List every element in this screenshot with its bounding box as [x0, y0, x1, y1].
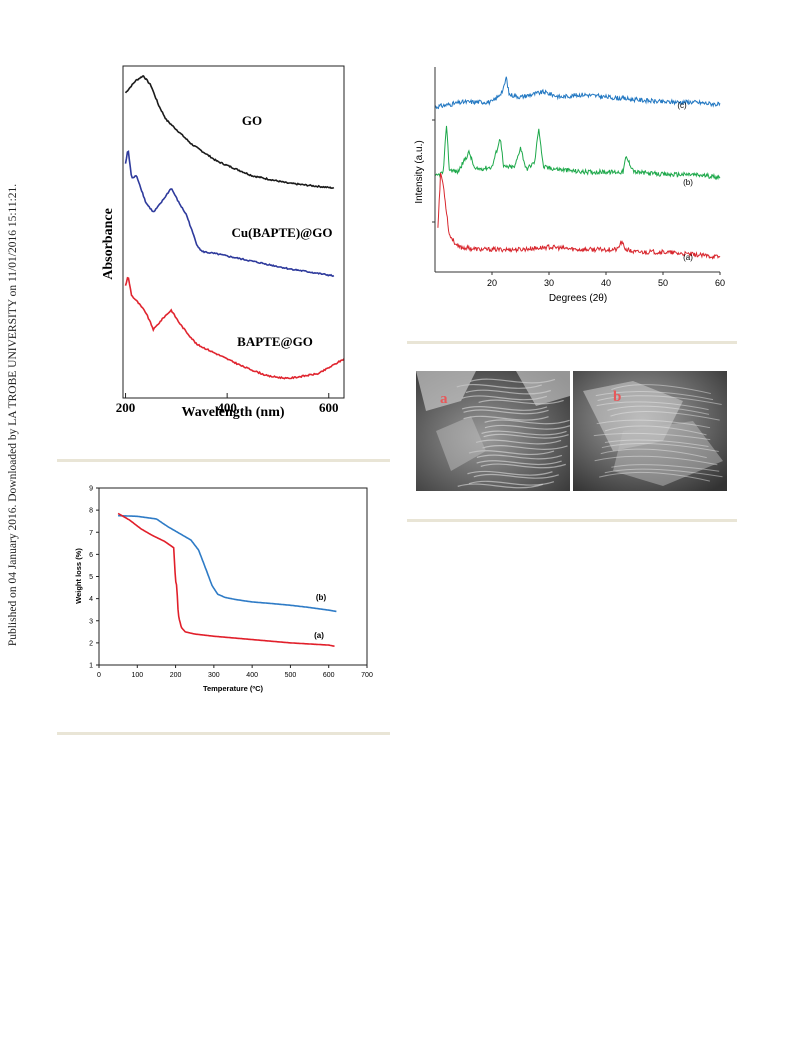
sem-layer-stroke	[484, 419, 570, 425]
sem-texture-b	[573, 371, 727, 491]
xrd-pattern-line-2	[434, 125, 721, 181]
figure-separator-2	[407, 519, 737, 522]
sem-sheet-stroke	[593, 432, 711, 441]
xrd-label-a: (a)	[683, 253, 693, 262]
xrd-x-tick-label: 50	[658, 278, 668, 288]
tga-label-a: (a)	[314, 631, 324, 640]
tga-x-tick-label: 300	[208, 672, 220, 679]
sem-layer-stroke	[482, 445, 568, 450]
sem-sheet-stroke	[607, 405, 710, 415]
sem-layer-stroke	[481, 430, 567, 436]
tga-curve-1	[118, 514, 337, 613]
xrd-x-tick-label: 20	[487, 278, 497, 288]
xrd-y-axis-label: Intensity (a.u.)	[414, 140, 425, 203]
uv-x-tick-label: 200	[116, 400, 135, 415]
sem-sheet-stroke	[611, 384, 711, 395]
tga-y-tick-label: 8	[89, 508, 93, 515]
sem-layer-stroke	[461, 406, 548, 411]
tga-x-tick-label: 100	[131, 672, 143, 679]
uv-legend-bapte-go: BAPTE@GO	[237, 334, 313, 349]
sem-layer-stroke	[476, 454, 563, 460]
sem-sheet-stroke	[610, 411, 720, 421]
tga-y-tick-label: 6	[89, 552, 93, 559]
xrd-x-tick-label: 30	[544, 278, 554, 288]
tga-y-tick-label: 1	[89, 663, 93, 670]
tga-curve-2	[117, 512, 335, 647]
uv-series-line-3	[124, 276, 345, 380]
sem-layer-stroke	[475, 439, 562, 445]
sem-sheet-stroke	[596, 401, 709, 411]
download-notice-text: Published on 04 January 2016. Downloaded…	[7, 183, 19, 647]
sem-layer-stroke	[463, 409, 549, 415]
sem-layer-stroke	[457, 483, 543, 489]
tga-y-tick-label: 3	[89, 618, 93, 625]
sem-sheet-stroke	[604, 468, 723, 478]
xrd-pattern-line-3	[437, 172, 721, 260]
sem-layer-stroke	[467, 470, 553, 476]
figure-separator	[407, 341, 737, 344]
sem-sheet-stroke	[611, 464, 720, 472]
uv-legend-cu-bapte-go: Cu(BAPTE)@GO	[232, 225, 333, 240]
sem-layer-stroke	[476, 460, 562, 465]
sem-image-a: a	[416, 371, 570, 491]
sem-label-a: a	[440, 391, 448, 407]
xrd-label-c: (c)	[677, 101, 687, 110]
uv-series-line-2	[124, 150, 335, 278]
sem-label-b: b	[613, 389, 622, 405]
uv-x-tick-label: 600	[319, 400, 339, 415]
uv-x-tick-label: 400	[217, 400, 237, 415]
sem-layer-stroke	[484, 424, 570, 430]
sem-texture-a	[416, 371, 570, 491]
tga-x-axis-label: Temperature (ºC)	[203, 684, 264, 693]
tga-y-tick-label: 7	[89, 530, 93, 537]
sem-sheet-stroke	[601, 443, 719, 453]
sem-sheet-stroke	[595, 391, 714, 401]
uv-plot-frame	[122, 65, 345, 399]
xrd-x-axis-label: Degrees (2θ)	[549, 293, 607, 304]
sem-sheet-stroke	[597, 395, 722, 405]
sem-image-b: b	[573, 371, 727, 491]
xrd-x-tick-label: 40	[601, 278, 611, 288]
xrd-label-b: (b)	[683, 178, 693, 187]
tga-chart: 0 100 200 300 400 500 600 700 1 2 3 4 5 6 7 8 9 Tempera…	[74, 486, 373, 694]
uv-x-axis-label: Wavelength (nm)	[181, 405, 284, 420]
sem-layer-stroke	[478, 399, 564, 405]
sem-sheet-stroke	[599, 471, 710, 482]
tga-x-tick-label: 700	[361, 672, 373, 679]
xrd-chart: 20 30 40 50 60 Degrees (2θ) Intensity (a.u.)…	[414, 67, 725, 304]
sem-layer-stroke	[483, 433, 569, 439]
tga-y-tick-label: 4	[89, 596, 93, 603]
download-notice: Published on 04 January 2016. Downloaded…	[5, 184, 21, 646]
tga-y-tick-label: 5	[89, 574, 93, 581]
xrd-x-tick-label: 60	[715, 278, 725, 288]
uv-y-axis-label: Absorbance	[101, 208, 116, 280]
uv-series-line-1	[124, 75, 335, 190]
sem-layer-stroke	[468, 480, 555, 486]
xrd-pattern-line-1	[434, 76, 721, 110]
tga-x-tick-label: 200	[170, 672, 182, 679]
sem-layer-stroke	[473, 473, 559, 479]
sem-sheet-stroke	[604, 425, 707, 436]
figure-separator-4	[57, 732, 390, 735]
sem-sheet-stroke	[604, 439, 709, 448]
sem-sheet-stroke	[596, 419, 711, 429]
figure-separator-3	[57, 459, 390, 462]
uv-legend-go: GO	[242, 113, 262, 128]
tga-y-tick-label: 9	[89, 486, 93, 493]
sem-sheet-stroke	[600, 448, 707, 459]
tga-y-axis-label: Weight loss (%)	[74, 548, 83, 604]
uv-vis-chart: 200 400 600 Wavelength (nm) Absorbance GO …	[101, 65, 345, 420]
sem-layer-stroke	[480, 463, 566, 469]
tga-x-tick-label: 600	[323, 672, 335, 679]
tga-y-tick-label: 2	[89, 640, 93, 647]
tga-x-tick-label: 0	[97, 672, 101, 679]
tga-label-b: (b)	[316, 593, 327, 602]
tga-x-tick-label: 500	[285, 672, 297, 679]
tga-x-tick-label: 400	[246, 672, 258, 679]
sem-sheet-stroke	[594, 455, 718, 466]
